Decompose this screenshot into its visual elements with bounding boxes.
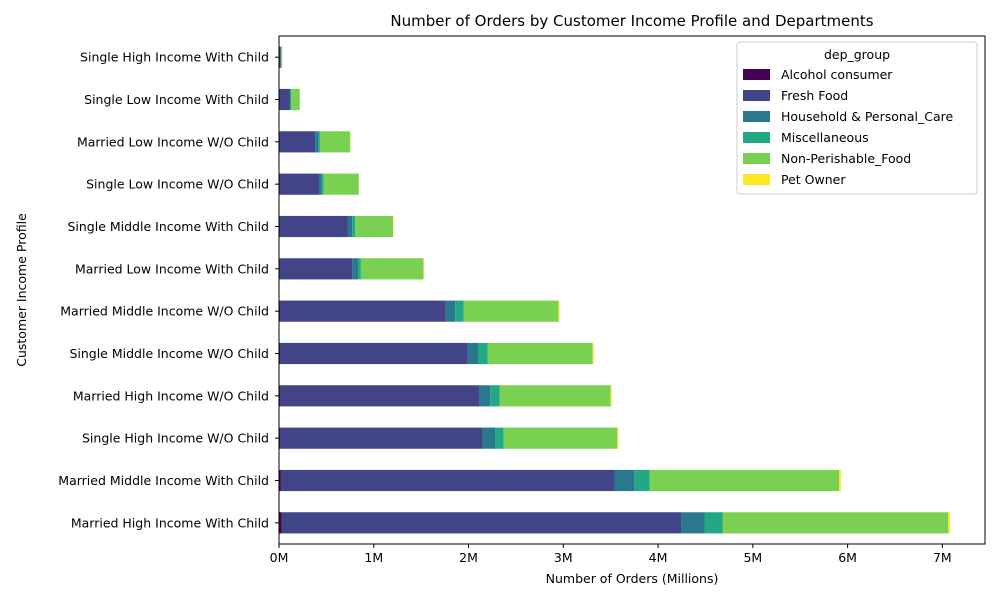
bar-segment bbox=[704, 512, 723, 534]
bar-segment bbox=[315, 131, 319, 153]
bar-segment bbox=[558, 300, 560, 322]
x-tick-label: 0M bbox=[270, 550, 289, 565]
y-tick-label: Single High Income With Child bbox=[80, 50, 269, 65]
y-tick-label: Married Middle Income With Child bbox=[58, 473, 269, 488]
bar-segment bbox=[614, 469, 635, 492]
bar-segment bbox=[478, 385, 491, 407]
bar-segment bbox=[321, 173, 324, 195]
legend-label: Non-Perishable_Food bbox=[781, 151, 911, 166]
bar-segment bbox=[499, 385, 611, 407]
legend-label: Miscellaneous bbox=[781, 130, 869, 145]
x-tick-label: 5M bbox=[743, 550, 762, 565]
x-axis-label: Number of Orders (Millions) bbox=[546, 571, 719, 586]
bar-segment bbox=[279, 258, 353, 280]
bar-segment bbox=[487, 342, 593, 365]
bar-segment bbox=[290, 88, 292, 111]
bar-segment bbox=[482, 427, 496, 449]
legend-swatch bbox=[743, 90, 770, 101]
bar-segment bbox=[319, 131, 351, 153]
bar-segment bbox=[634, 469, 650, 492]
y-tick-label: Married Low Income With Child bbox=[75, 261, 269, 276]
bar-segment bbox=[490, 385, 500, 407]
x-tick-label: 3M bbox=[554, 550, 573, 565]
bar-segment bbox=[681, 512, 705, 534]
bar-segment bbox=[323, 173, 359, 195]
bar-segment bbox=[318, 173, 322, 195]
y-tick-label: Married Middle Income W/O Child bbox=[60, 304, 269, 319]
bar-segment bbox=[352, 215, 356, 238]
bar-segment bbox=[279, 300, 446, 322]
bar-segment bbox=[948, 512, 950, 534]
bar-segment bbox=[592, 342, 594, 365]
y-axis-ticks: Married High Income With Child Married Mi… bbox=[58, 50, 279, 530]
x-tick-label: 1M bbox=[364, 550, 383, 565]
bar-segment bbox=[279, 342, 468, 365]
bar-segment bbox=[495, 427, 504, 449]
legend: dep_group Alcohol consumer Fresh Food Hous… bbox=[736, 41, 978, 195]
bar-segment bbox=[281, 46, 283, 68]
bar-segment bbox=[839, 469, 841, 492]
legend-swatch bbox=[743, 132, 770, 143]
bar-segment bbox=[280, 469, 615, 492]
bar-segment bbox=[289, 88, 291, 111]
bar-segment bbox=[649, 469, 840, 492]
legend-swatch bbox=[743, 153, 770, 164]
bar-segment bbox=[355, 215, 394, 238]
bar-segment bbox=[279, 88, 290, 111]
legend-swatch bbox=[743, 69, 770, 80]
x-tick-label: 2M bbox=[459, 550, 478, 565]
legend-box bbox=[736, 41, 978, 195]
y-tick-label: Single Low Income With Child bbox=[84, 92, 269, 107]
bar-segment bbox=[478, 342, 488, 365]
legend-label: Pet Owner bbox=[781, 172, 846, 187]
y-tick-label: Married High Income With Child bbox=[71, 515, 269, 530]
legend-swatch bbox=[743, 111, 770, 122]
bar-segment bbox=[463, 300, 559, 322]
legend-label: Fresh Food bbox=[781, 88, 848, 103]
bar-segment bbox=[279, 469, 281, 492]
bar-segment bbox=[279, 427, 483, 449]
legend-label: Alcohol consumer bbox=[781, 67, 893, 82]
y-tick-label: Single Middle Income W/O Child bbox=[69, 346, 269, 361]
bar-segment bbox=[617, 427, 619, 449]
legend-items: Alcohol consumer Fresh Food Household & Pe… bbox=[743, 67, 953, 187]
bar-segment bbox=[279, 173, 319, 195]
legend-label: Household & Personal_Care bbox=[781, 109, 953, 124]
y-axis-label: Customer Income Profile bbox=[14, 213, 29, 367]
x-tick-label: 6M bbox=[838, 550, 857, 565]
bar-segment bbox=[722, 512, 949, 534]
bar-segment bbox=[279, 512, 282, 534]
bar-segment bbox=[445, 300, 456, 322]
y-tick-label: Married High Income W/O Child bbox=[73, 388, 269, 403]
bar-segment bbox=[455, 300, 464, 322]
bar-segment bbox=[352, 258, 359, 280]
bar-segment bbox=[358, 258, 361, 280]
bar-segment bbox=[291, 88, 300, 111]
y-tick-label: Single Middle Income With Child bbox=[67, 219, 269, 234]
bar-segment bbox=[281, 512, 682, 534]
bar-segment bbox=[503, 427, 618, 449]
legend-title: dep_group bbox=[824, 47, 890, 62]
x-tick-label: 4M bbox=[649, 550, 668, 565]
chart-title: Number of Orders by Customer Income Prof… bbox=[390, 12, 873, 30]
bar-segment bbox=[279, 385, 479, 407]
bar-segment bbox=[279, 215, 348, 238]
bar-segment bbox=[279, 46, 281, 68]
x-tick-label: 7M bbox=[933, 550, 952, 565]
y-tick-label: Single Low Income W/O Child bbox=[86, 177, 269, 192]
bar-segment bbox=[347, 215, 353, 238]
x-axis-ticks: 0M 1M 2M 3M 4M 5M 6M 7M bbox=[270, 544, 952, 565]
bar-segment bbox=[279, 131, 316, 153]
plot-frame bbox=[278, 35, 986, 545]
bar-segment bbox=[467, 342, 478, 365]
y-tick-label: Married Low Income W/O Child bbox=[77, 134, 269, 149]
bar-segment bbox=[360, 258, 424, 280]
legend-swatch bbox=[743, 174, 770, 185]
bar-segment bbox=[318, 131, 320, 153]
bar-layer bbox=[279, 46, 950, 534]
bar-segment bbox=[610, 385, 612, 407]
y-tick-label: Single High Income W/O Child bbox=[82, 431, 269, 446]
